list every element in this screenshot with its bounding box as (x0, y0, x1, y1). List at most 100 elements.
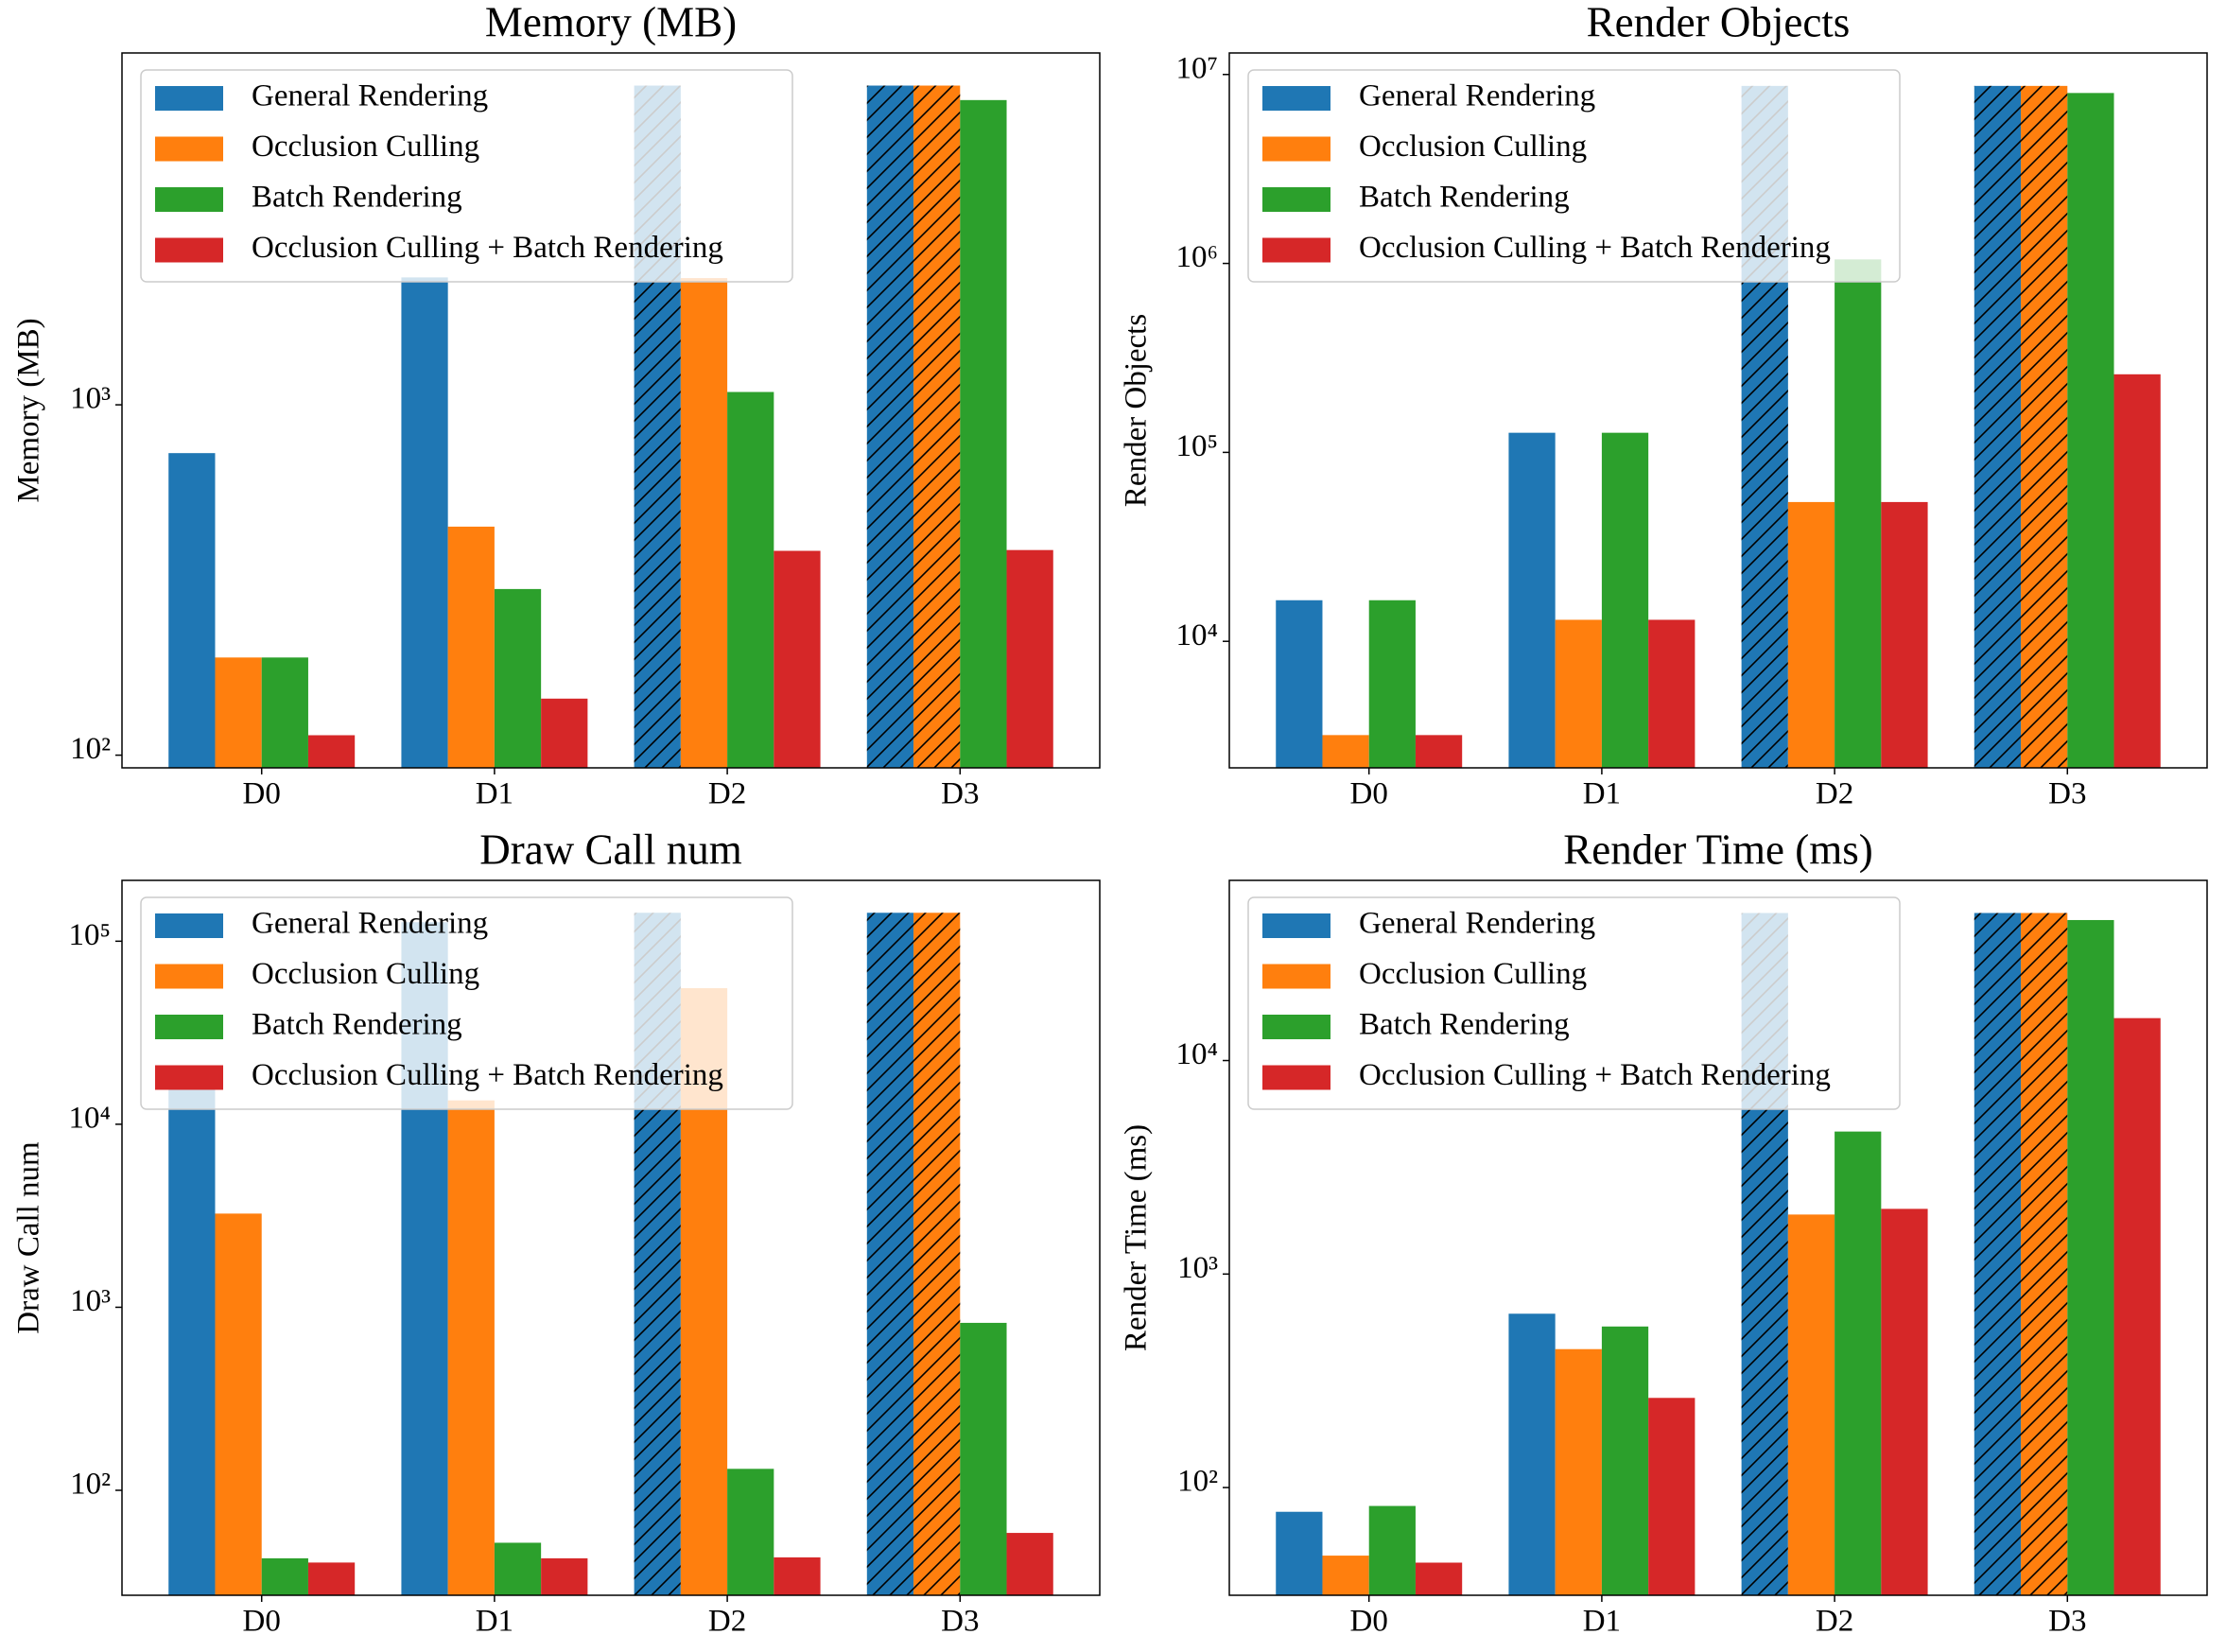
y-axis-label: Render Time (ms) (1120, 1124, 1154, 1351)
bar (2067, 93, 2114, 768)
legend-swatch (1262, 964, 1330, 989)
subplot: 10⁴ 10⁵ 10⁶ 10⁷ D0 D1 D2 D3 Render Objects Render… (1120, 0, 2208, 811)
bar (494, 588, 542, 768)
x-tick-label: D0 (243, 777, 281, 811)
legend-label: Occlusion Culling + Batch Rendering (252, 231, 723, 265)
bar (1555, 1348, 1602, 1595)
bar (2067, 919, 2114, 1595)
y-tick-label: 10⁷ (1175, 51, 1218, 85)
legend-swatch (1262, 237, 1330, 263)
legend-label: Occlusion Culling + Batch Rendering (252, 1058, 723, 1092)
legend-box (1247, 69, 1901, 283)
legend-box (1247, 896, 1901, 1110)
bar-hatch (2021, 913, 2068, 1595)
axes-frame (1228, 52, 2208, 769)
x-tick-label: D3 (2048, 1605, 2086, 1639)
legend-swatch (155, 1015, 223, 1039)
bar (1601, 1326, 1649, 1595)
subplot: 10² 10³ 10⁴ D0 D1 D2 D3 Render Time (ms) Render … (1120, 826, 2208, 1639)
x-tick-label: D1 (476, 1605, 513, 1639)
bar-hatch (2021, 85, 2068, 768)
bar-hatch (866, 85, 914, 769)
y-axis-label: Memory (MB) (12, 318, 46, 502)
legend-label: Occlusion Culling + Batch Rendering (1359, 231, 1831, 265)
y-tick-label: 10³ (1177, 1251, 1218, 1285)
bar-hatch (1974, 913, 2022, 1595)
legend-swatch (1262, 1065, 1330, 1090)
x-tick-label: D2 (1816, 777, 1853, 811)
y-tick-label: 10³ (70, 382, 111, 416)
axes-frame (1228, 879, 2208, 1596)
y-tick-label: 10⁴ (1175, 1037, 1218, 1071)
y-tick-label: 10⁵ (1175, 429, 1218, 463)
y-tick-label: 10² (1177, 1465, 1218, 1499)
bar (307, 1562, 356, 1595)
chart-title: Render Time (ms) (1563, 826, 1873, 873)
bar (261, 657, 308, 768)
legend-label: Occlusion Culling (1359, 957, 1587, 991)
legend-swatch (155, 1065, 223, 1090)
bar (494, 1542, 542, 1595)
bar (1415, 1562, 1463, 1595)
y-tick-label: 10⁵ (68, 918, 111, 952)
bar (727, 391, 774, 768)
bar (1368, 600, 1416, 768)
bar (1787, 1214, 1835, 1595)
chart-title: Draw Call num (479, 826, 741, 873)
bar (541, 1557, 588, 1595)
legend-swatch (155, 86, 223, 111)
y-axis-label: Draw Call num (12, 1141, 46, 1334)
bar (960, 99, 1007, 768)
chart-title: Memory (MB) (485, 0, 737, 45)
legend-swatch (155, 187, 223, 212)
x-tick-label: D3 (941, 1605, 979, 1639)
bar (1508, 432, 1556, 768)
bar (727, 1469, 774, 1595)
legend-swatch (155, 237, 223, 263)
subplot: 10² 10³ 10⁴ 10⁵ D0 D1 D2 D3 Draw Call num Draw Ca… (12, 826, 1101, 1639)
bar (215, 657, 262, 768)
bar (168, 1084, 216, 1595)
legend-label: Occlusion Culling (252, 130, 479, 164)
x-tick-label: D2 (708, 1605, 746, 1639)
legend-swatch (1262, 1015, 1330, 1039)
legend-label: Batch Rendering (252, 1008, 462, 1042)
chart-title: Render Objects (1587, 0, 1851, 45)
bar (1787, 501, 1835, 768)
bar (774, 1556, 821, 1595)
legend-label: General Rendering (252, 907, 488, 941)
y-tick-label: 10⁶ (1175, 240, 1218, 274)
x-tick-label: D0 (1350, 777, 1388, 811)
bar (541, 698, 588, 768)
x-tick-label: D1 (476, 777, 513, 811)
y-tick-label: 10³ (70, 1284, 111, 1318)
legend-swatch (155, 964, 223, 989)
axes-frame (121, 879, 1101, 1596)
legend-swatch (1262, 913, 1330, 938)
bar-hatch (1974, 85, 2022, 768)
y-axis-label: Render Objects (1120, 314, 1154, 507)
bar (960, 1322, 1007, 1595)
bar-hatch (913, 913, 961, 1595)
legend-swatch (155, 913, 223, 938)
legend-swatch (155, 136, 223, 162)
bar (774, 550, 821, 768)
bar (1648, 1398, 1696, 1595)
bar (261, 1557, 308, 1595)
bar (1835, 1131, 1882, 1595)
bar (1415, 735, 1463, 768)
x-tick-label: D2 (1816, 1605, 1853, 1639)
y-tick-label: 10² (70, 732, 111, 766)
x-tick-label: D3 (941, 777, 979, 811)
bar (168, 453, 216, 768)
bar (447, 1100, 495, 1595)
x-tick-label: D0 (1350, 1605, 1388, 1639)
y-tick-label: 10⁴ (1175, 618, 1218, 652)
bar (307, 735, 356, 768)
bar (1276, 600, 1323, 768)
bar (1368, 1505, 1416, 1595)
y-tick-label: 10⁴ (68, 1101, 111, 1135)
legend-label: Batch Rendering (252, 181, 462, 215)
x-tick-label: D1 (1583, 1605, 1621, 1639)
